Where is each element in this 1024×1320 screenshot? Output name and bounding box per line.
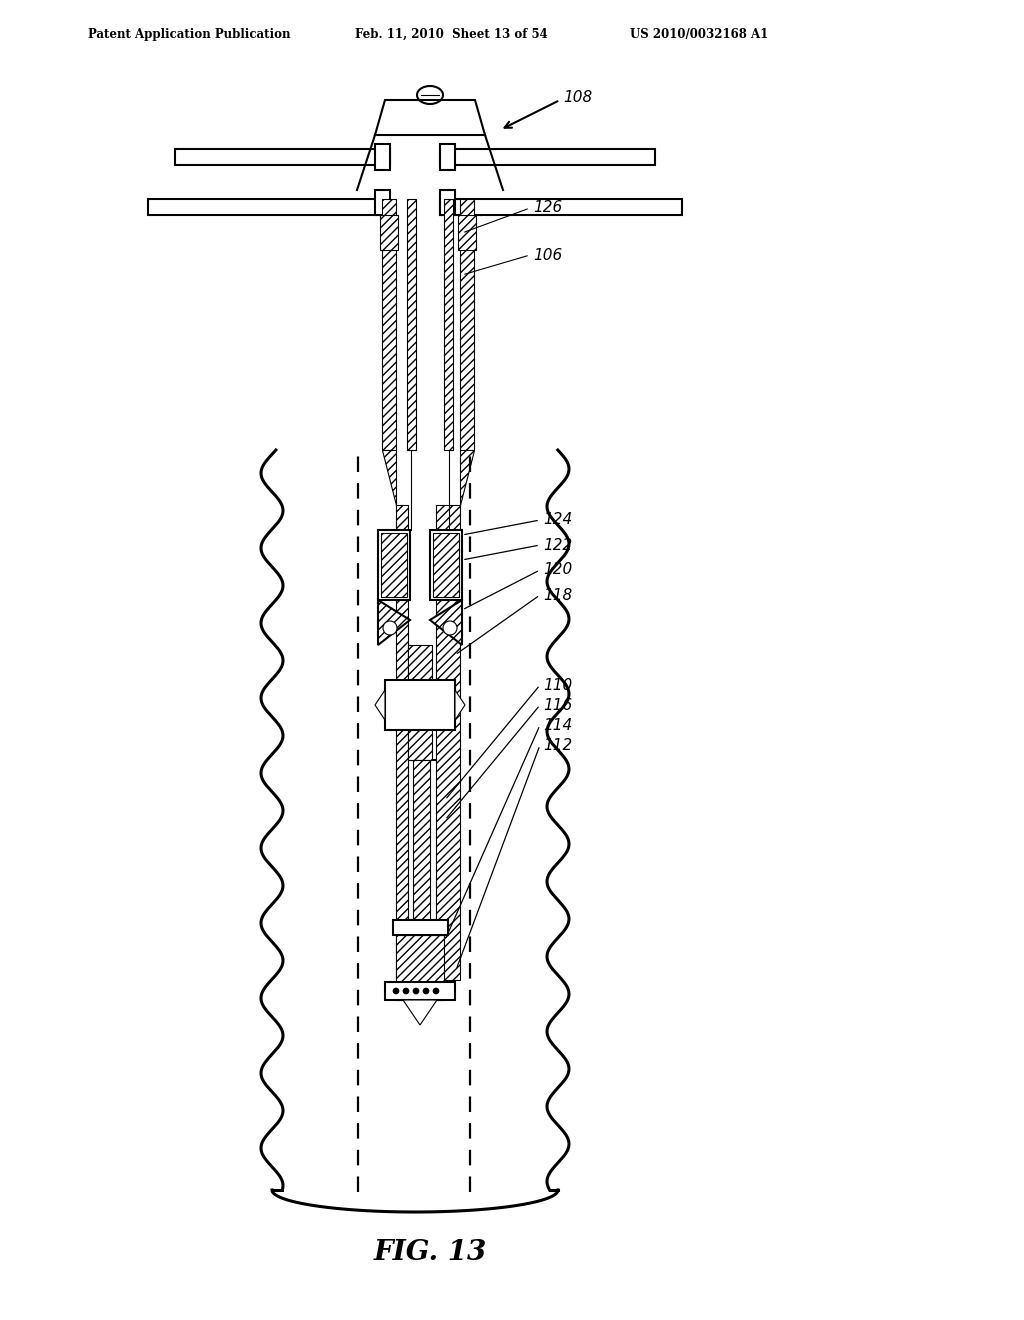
Ellipse shape [393, 987, 399, 994]
Bar [458, 215, 476, 249]
Text: 106: 106 [534, 248, 562, 263]
Bar [440, 199, 682, 215]
Bar [175, 149, 390, 165]
Bar [407, 199, 416, 450]
Text: 118: 118 [543, 587, 572, 602]
Ellipse shape [413, 987, 419, 994]
Bar [433, 533, 459, 597]
Ellipse shape [383, 620, 397, 635]
Bar [385, 982, 455, 1001]
Bar [440, 144, 455, 170]
Bar [408, 645, 432, 760]
Bar [380, 215, 398, 249]
Polygon shape [375, 690, 385, 719]
Text: 112: 112 [543, 738, 572, 752]
Text: US 2010/0032168 A1: US 2010/0032168 A1 [630, 28, 768, 41]
Bar [378, 531, 410, 601]
Polygon shape [382, 450, 396, 506]
Text: 124: 124 [543, 512, 572, 528]
Bar [396, 935, 444, 1001]
Bar [430, 531, 462, 601]
Bar [440, 190, 455, 215]
Bar [440, 149, 655, 165]
Text: 122: 122 [543, 537, 572, 553]
Bar [375, 190, 390, 215]
Bar [148, 199, 390, 215]
Bar [400, 760, 440, 920]
Bar [396, 506, 408, 979]
Bar [393, 920, 449, 935]
Polygon shape [403, 1001, 437, 1026]
Bar [436, 506, 460, 979]
Ellipse shape [433, 987, 439, 994]
Bar [381, 533, 407, 597]
Bar [460, 199, 474, 450]
Polygon shape [375, 100, 485, 135]
Bar [444, 199, 453, 450]
Polygon shape [460, 450, 474, 506]
Text: Feb. 11, 2010  Sheet 13 of 54: Feb. 11, 2010 Sheet 13 of 54 [355, 28, 548, 41]
Ellipse shape [403, 987, 409, 994]
Bar [413, 760, 430, 920]
Text: 116: 116 [543, 697, 572, 713]
Ellipse shape [423, 987, 429, 994]
Bar [385, 680, 455, 730]
Text: 120: 120 [543, 562, 572, 578]
Text: FIG. 13: FIG. 13 [374, 1238, 486, 1266]
Bar [375, 144, 390, 170]
Ellipse shape [443, 620, 457, 635]
Text: 108: 108 [563, 90, 592, 104]
Polygon shape [455, 690, 465, 719]
Polygon shape [378, 601, 410, 645]
Text: 110: 110 [543, 677, 572, 693]
Bar [382, 199, 396, 450]
Text: 126: 126 [534, 201, 562, 215]
Text: Patent Application Publication: Patent Application Publication [88, 28, 291, 41]
Text: 114: 114 [543, 718, 572, 733]
Polygon shape [430, 601, 462, 645]
